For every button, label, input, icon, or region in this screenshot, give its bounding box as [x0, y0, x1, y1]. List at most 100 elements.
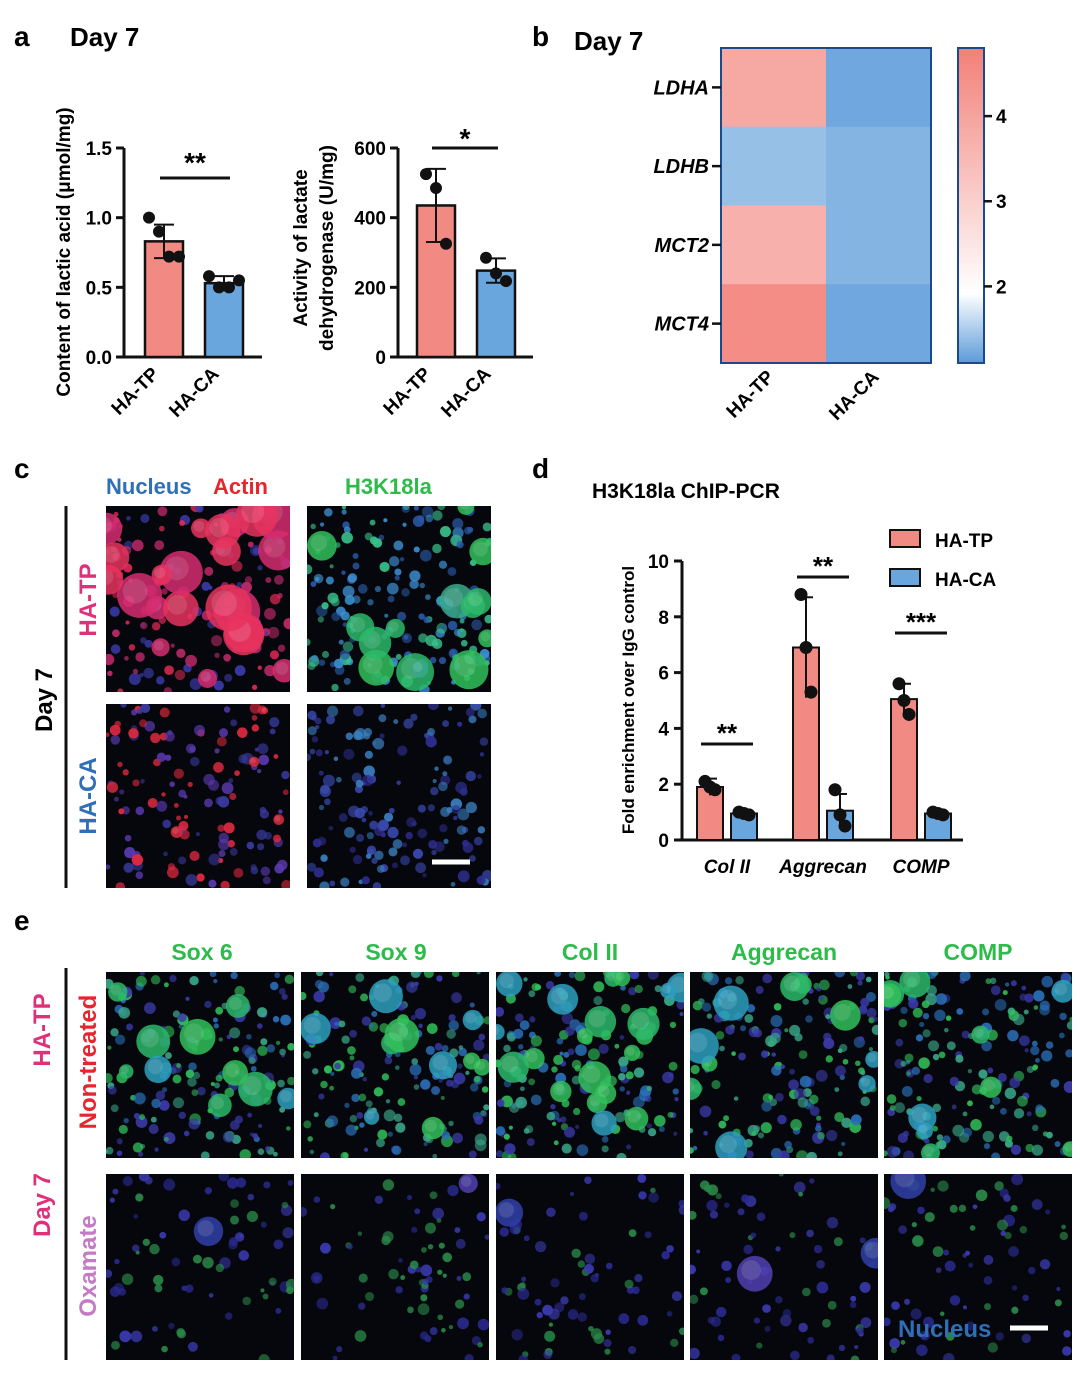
cell-dot — [349, 1029, 357, 1038]
cell-highlight — [923, 1145, 934, 1157]
cell-dot — [816, 1115, 822, 1121]
cell-dot — [412, 848, 424, 859]
cell-dot — [756, 1212, 766, 1222]
cell-dot — [348, 805, 360, 818]
cell-dot — [826, 1354, 835, 1360]
cell-cluster — [106, 512, 123, 545]
cell-dot — [330, 1071, 335, 1076]
cell-dot — [330, 1204, 336, 1210]
cell-dot — [274, 574, 284, 585]
cell-dot — [354, 1330, 367, 1342]
cell-dot — [361, 774, 374, 787]
cell-dot — [826, 1216, 839, 1229]
cell-dot — [233, 868, 244, 878]
panel-e-nucleus-label: Nucleus — [898, 1316, 991, 1343]
cell-highlight — [911, 1107, 928, 1123]
cell-dot — [626, 1090, 631, 1095]
cell-dot — [943, 1249, 950, 1256]
cell-dot — [176, 815, 182, 821]
cell-dot — [307, 753, 312, 762]
cell-dot — [418, 613, 425, 620]
cell-dot — [258, 1354, 270, 1360]
cell-cluster — [980, 1076, 1002, 1098]
cell-dot — [476, 1212, 486, 1222]
cell-dot — [991, 1152, 1000, 1158]
cell-cluster — [108, 982, 128, 1002]
cell-dot — [842, 1058, 849, 1065]
cell-cluster — [170, 826, 183, 838]
cell-dot — [106, 781, 119, 793]
cell-cluster — [301, 1012, 331, 1044]
cell-dot — [118, 808, 125, 815]
cell-dot — [468, 715, 477, 724]
cell-dot — [365, 853, 372, 859]
cell-dot — [698, 998, 705, 1005]
cell-dot — [272, 834, 281, 843]
cell-dot — [373, 1087, 384, 1097]
cell-dot — [496, 1099, 505, 1107]
cell-dot — [911, 1221, 917, 1228]
cell-dot — [400, 1275, 406, 1281]
cell-dot — [230, 719, 238, 727]
cell-dot — [414, 1208, 421, 1215]
heatmap-cell-ldhb-ha-ca — [826, 126, 932, 206]
cell-dot — [975, 1189, 988, 1202]
cell-dot — [1025, 1143, 1034, 1153]
cell-dot — [374, 585, 382, 593]
cell-dot — [154, 540, 165, 551]
cell-dot — [431, 638, 443, 649]
panel-e-image-oxamate-3-cells — [690, 1174, 878, 1360]
cell-dot — [154, 1147, 159, 1152]
a2-datapoint — [420, 168, 432, 181]
cell-dot — [277, 644, 286, 652]
cell-dot — [458, 1045, 464, 1050]
cell-dot — [387, 1131, 393, 1137]
cell-dot — [163, 982, 169, 988]
cell-dot — [628, 987, 637, 996]
panel-e-image-nontreated-2-cells — [496, 972, 684, 1158]
cell-dot — [438, 656, 447, 665]
cell-dot — [780, 1314, 792, 1327]
cell-dot — [143, 667, 154, 679]
cell-dot — [647, 1128, 657, 1137]
cell-dot — [773, 1003, 782, 1011]
cell-dot — [474, 1139, 487, 1152]
panel-c-image-ha-ca-actin — [106, 704, 290, 888]
cell-highlight — [551, 987, 569, 1005]
panel-e-image-oxamate-2-cells — [496, 1174, 684, 1360]
cell-dot — [624, 1279, 634, 1289]
cell-dot — [213, 1023, 219, 1029]
cell-dot — [1041, 1050, 1053, 1062]
cell-dot — [890, 1347, 897, 1354]
cell-dot — [850, 1114, 862, 1126]
cell-dot — [230, 1199, 239, 1208]
cell-dot — [715, 1306, 727, 1318]
cell-dot — [667, 1111, 674, 1118]
cell-cluster — [715, 1131, 748, 1158]
cell-dot — [163, 1136, 169, 1142]
cell-dot — [389, 556, 400, 567]
cell-dot — [257, 743, 269, 755]
cell-dot — [107, 670, 113, 677]
cell-dot — [985, 978, 992, 985]
panel-e-image-oxamate-3 — [690, 1174, 878, 1360]
a1-bar-ha-ca — [203, 281, 245, 359]
cell-dot — [569, 1191, 575, 1196]
cell-dot — [701, 1002, 712, 1012]
cell-dot — [584, 1253, 596, 1265]
cell-dot — [178, 1111, 186, 1120]
cell-dot — [378, 534, 385, 541]
cell-dot — [515, 1013, 524, 1023]
cell-dot — [449, 649, 456, 656]
cell-dot — [1061, 1224, 1066, 1230]
cell-dot — [483, 1016, 489, 1025]
cell-highlight — [261, 707, 266, 712]
cell-dot — [278, 809, 283, 814]
cell-dot — [496, 1007, 505, 1017]
cell-dot — [994, 999, 1007, 1011]
cell-dot — [344, 595, 355, 605]
cell-dot — [440, 1095, 445, 1101]
cell-dot — [379, 733, 385, 739]
cell-dot — [301, 991, 307, 1001]
cell-dot — [945, 1332, 955, 1341]
